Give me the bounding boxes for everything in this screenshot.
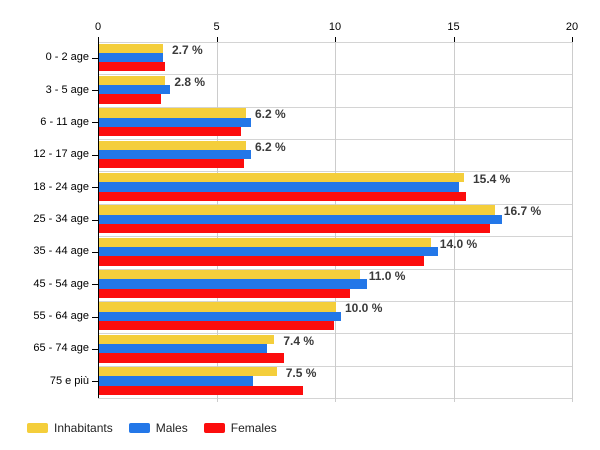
legend-label-females: Females bbox=[230, 421, 277, 435]
bar-males[interactable] bbox=[99, 117, 251, 127]
bar-inhabitants[interactable] bbox=[99, 108, 246, 118]
bar-females[interactable] bbox=[99, 223, 491, 234]
category-tick bbox=[92, 90, 98, 92]
bar-females[interactable] bbox=[99, 159, 244, 169]
bar-females[interactable] bbox=[99, 288, 351, 298]
bar-females[interactable] bbox=[99, 62, 166, 72]
category-label: 45 - 54 age bbox=[33, 277, 89, 290]
x-axis-tick-label: 15 bbox=[447, 21, 460, 33]
bar-females[interactable] bbox=[99, 353, 284, 363]
y-axis-line bbox=[98, 42, 99, 398]
data-label: 6.2 % bbox=[254, 107, 286, 122]
data-label: 11.0 % bbox=[368, 269, 406, 284]
females-swatch-icon bbox=[203, 423, 225, 433]
category-tick bbox=[92, 251, 98, 253]
data-label: 7.4 % bbox=[283, 333, 315, 348]
bar-males[interactable] bbox=[99, 214, 502, 224]
x-axis-tick bbox=[216, 37, 218, 42]
category-label: 18 - 24 age bbox=[33, 180, 89, 193]
bar-inhabitants[interactable] bbox=[99, 75, 166, 86]
category-label: 6 - 11 age bbox=[40, 115, 89, 128]
bar-males[interactable] bbox=[99, 344, 268, 354]
category-tick bbox=[92, 284, 98, 286]
category-tick bbox=[92, 381, 98, 383]
category-tick bbox=[92, 122, 98, 124]
bar-females[interactable] bbox=[99, 256, 424, 266]
data-label: 15.4 % bbox=[472, 171, 511, 186]
bar-males[interactable] bbox=[99, 376, 254, 386]
x-axis-tick-label: 10 bbox=[328, 21, 342, 33]
x-axis-tick bbox=[572, 37, 573, 42]
category-tick bbox=[92, 219, 98, 221]
category-tick bbox=[92, 154, 98, 156]
bar-females[interactable] bbox=[99, 191, 467, 201]
bar-inhabitants[interactable] bbox=[99, 302, 336, 312]
category-tick bbox=[92, 348, 98, 350]
bar-inhabitants[interactable] bbox=[99, 270, 360, 280]
data-label: 2.8 % bbox=[174, 74, 206, 89]
x-axis-tick-label: 5 bbox=[213, 21, 220, 33]
bar-males[interactable] bbox=[99, 311, 341, 321]
bar-females[interactable] bbox=[99, 385, 303, 396]
legend-item-males[interactable]: Males bbox=[128, 421, 188, 435]
category-label: 12 - 17 age bbox=[33, 148, 89, 161]
legend-item-inhabitants[interactable]: Inhabitants bbox=[27, 421, 113, 435]
bar-inhabitants[interactable] bbox=[99, 334, 275, 345]
bar-males[interactable] bbox=[99, 246, 438, 257]
data-label: 7.5 % bbox=[285, 366, 317, 381]
x-axis-tick-label: 20 bbox=[565, 21, 579, 33]
bar-inhabitants[interactable] bbox=[99, 237, 431, 247]
category-label: 3 - 5 age bbox=[45, 83, 89, 96]
x-axis-tick bbox=[98, 37, 99, 42]
category-label: 65 - 74 age bbox=[33, 342, 89, 355]
category-tick bbox=[92, 187, 98, 189]
category-label: 75 e più bbox=[49, 374, 89, 387]
chart-legend: Inhabitants Males Females bbox=[27, 421, 277, 435]
bar-males[interactable] bbox=[99, 279, 367, 289]
inhabitants-swatch-icon bbox=[27, 423, 48, 433]
bar-females[interactable] bbox=[99, 94, 161, 104]
bar-inhabitants[interactable] bbox=[99, 140, 246, 150]
legend-label-males: Males bbox=[155, 421, 188, 435]
bar-males[interactable] bbox=[99, 85, 171, 95]
x-axis-tick bbox=[335, 37, 336, 42]
data-label: 6.2 % bbox=[254, 139, 286, 154]
bar-inhabitants[interactable] bbox=[99, 205, 495, 215]
x-axis-tick bbox=[453, 37, 455, 42]
category-label: 35 - 44 age bbox=[33, 245, 89, 258]
x-axis-tick-label: 0 bbox=[94, 21, 102, 33]
bar-inhabitants[interactable] bbox=[99, 43, 163, 53]
males-swatch-icon bbox=[128, 423, 150, 433]
bar-males[interactable] bbox=[99, 52, 163, 63]
legend-label-inhabitants: Inhabitants bbox=[54, 421, 113, 435]
bar-females[interactable] bbox=[99, 126, 242, 137]
data-label: 14.0 % bbox=[439, 236, 478, 251]
bar-females[interactable] bbox=[99, 321, 334, 331]
category-label: 0 - 2 age bbox=[45, 51, 89, 64]
bar-males[interactable] bbox=[99, 149, 251, 160]
category-label: 55 - 64 age bbox=[33, 310, 89, 323]
data-label: 16.7 % bbox=[503, 204, 542, 219]
bar-males[interactable] bbox=[99, 182, 460, 192]
data-label: 10.0 % bbox=[345, 301, 383, 316]
value-gridline bbox=[572, 42, 573, 402]
category-tick bbox=[92, 316, 98, 318]
bar-inhabitants[interactable] bbox=[99, 367, 277, 377]
category-label: 25 - 34 age bbox=[33, 213, 89, 225]
legend-item-females[interactable]: Females bbox=[203, 421, 277, 435]
data-label: 2.7 % bbox=[171, 42, 203, 57]
bar-inhabitants[interactable] bbox=[99, 172, 464, 183]
category-tick bbox=[92, 57, 98, 59]
